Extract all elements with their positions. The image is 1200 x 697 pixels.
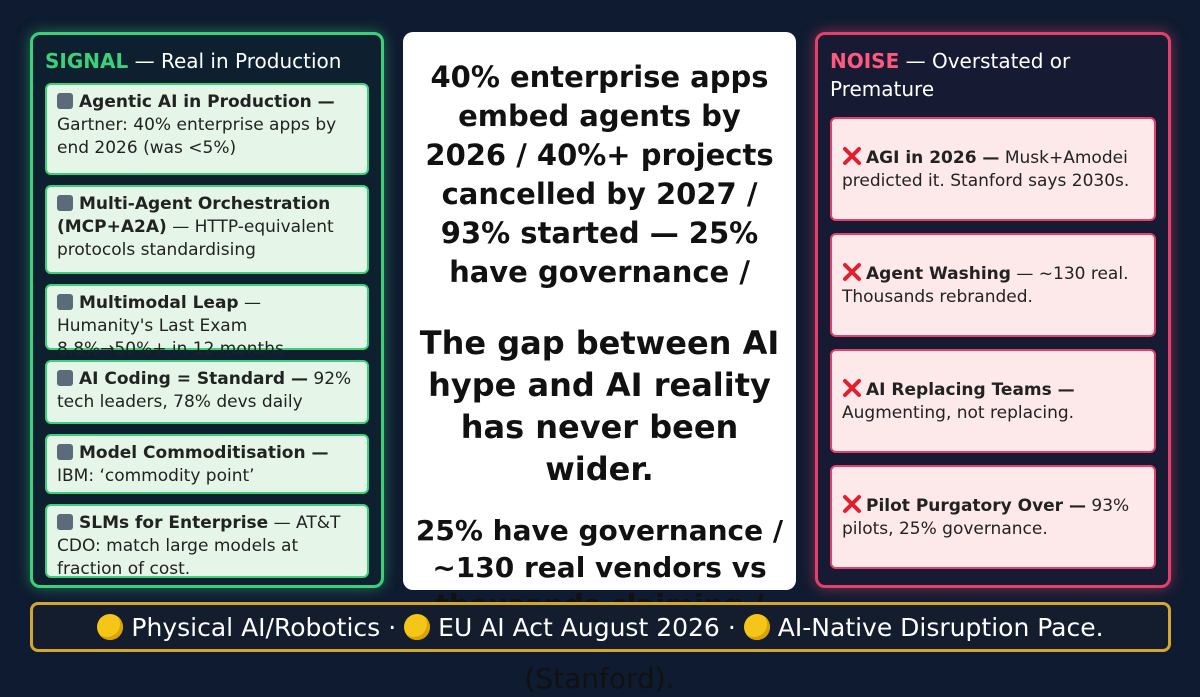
noise-panel: NOISE — Overstated or Premature AGI in 2… — [815, 32, 1171, 588]
signal-panel: SIGNAL — Real in Production Agentic AI i… — [30, 32, 384, 588]
noise-card: Agent Washing — ~130 real. Thousands reb… — [830, 233, 1156, 337]
separator: · — [388, 612, 397, 642]
card-title: AI Replacing Teams — — [866, 379, 1075, 400]
center-panel: 40% enterprise apps embed agents by 2026… — [403, 32, 796, 695]
signal-card: AI Coding = Standard — 92% tech leaders,… — [45, 360, 369, 424]
card-title-row: AGI in 2026 — Musk+Amodei predicted it. … — [842, 146, 1144, 193]
status-dot — [404, 614, 431, 640]
card-icon — [57, 444, 73, 460]
card-detail: — Humanity's Last Exam 8.8%→50%+ in 12 m… — [57, 293, 284, 359]
card-title-row: Agent Washing — ~130 real. Thousands reb… — [842, 262, 1144, 309]
signal-subtitle: — Real in Production — [134, 49, 342, 73]
card-title: AI Coding = Standard — — [79, 369, 308, 389]
card-detail: IBM: ‘commodity point’ — [57, 466, 255, 486]
status-dot — [97, 614, 124, 640]
signal-card: Multi-Agent Orchestration (MCP+A2A) — HT… — [45, 185, 369, 274]
x-icon — [843, 494, 861, 513]
noise-card: AI Replacing Teams — Augmenting, not rep… — [830, 349, 1156, 453]
signal-card: Multimodal Leap — Humanity's Last Exam 8… — [45, 284, 369, 359]
card-title-row: AI Replacing Teams — Augmenting, not rep… — [842, 378, 1144, 425]
signal-cards: Agentic AI in Production — Gartner: 40% … — [33, 83, 381, 579]
x-icon — [843, 262, 861, 281]
signal-header: SIGNAL — Real in Production — [33, 35, 381, 83]
statement: The gap between AI hype and AI reality h… — [419, 324, 780, 488]
footer-item: EU AI Act August 2026 — [438, 612, 720, 642]
card-icon — [57, 514, 73, 530]
status-dot — [743, 614, 770, 640]
card-title: Agent Washing — [866, 263, 1011, 284]
card-detail: — ~130 real. Thousands rebranded. — [842, 263, 1129, 307]
card-icon — [57, 195, 73, 211]
x-icon — [843, 146, 861, 165]
card-detail: Musk+Amodei predicted it. Stanford says … — [842, 147, 1130, 191]
card-title: Model Commoditisation — — [79, 443, 329, 463]
card-detail: Augmenting, not replacing. — [842, 402, 1075, 423]
page: SIGNAL — Real in Production Agentic AI i… — [30, 32, 1171, 695]
headline: 40% enterprise apps embed agents by 2026… — [425, 60, 774, 289]
card-detail: 92% tech leaders, 78% devs daily — [57, 369, 352, 412]
signal-card: Agentic AI in Production — Gartner: 40% … — [45, 83, 369, 175]
card-icon — [57, 370, 73, 386]
card-detail: 93% pilots, 25% governance. — [842, 495, 1130, 539]
x-icon — [843, 378, 861, 397]
noise-cards: AGI in 2026 — Musk+Amodei predicted it. … — [818, 117, 1168, 569]
card-title: Agentic AI in Production — — [79, 92, 335, 112]
card-icon — [57, 294, 73, 310]
noise-subtitle: — Overstated or Premature — [830, 49, 1071, 101]
signal-card: SLMs for Enterprise — AT&T CDO: match la… — [45, 504, 369, 579]
card-detail: — HTTP-equivalent protocols standardisin… — [57, 217, 334, 260]
noise-card: Pilot Purgatory Over — 93% pilots, 25% g… — [830, 465, 1156, 569]
card-title-row: Pilot Purgatory Over — 93% pilots, 25% g… — [842, 494, 1144, 541]
card-title: Multi-Agent Orchestration (MCP+A2A) — [57, 194, 331, 237]
card-title: Pilot Purgatory Over — — [866, 495, 1086, 516]
separator: · — [727, 612, 736, 642]
card-icon — [57, 93, 73, 109]
card-title: SLMs for Enterprise — [79, 513, 269, 533]
card-detail: Gartner: 40% enterprise apps by end 2026… — [57, 115, 337, 158]
noise-card: AGI in 2026 — Musk+Amodei predicted it. … — [830, 117, 1156, 221]
card-title: AGI in 2026 — — [866, 147, 1000, 168]
summary-source: (Stanford). — [524, 662, 675, 695]
card-detail: — AT&T CDO: match large models at fracti… — [57, 513, 341, 579]
noise-header: NOISE — Overstated or Premature — [818, 35, 1168, 111]
footer-item: AI-Native Disruption Pace. — [777, 612, 1104, 642]
noise-label: NOISE — [830, 49, 900, 73]
card-title: Multimodal Leap — [79, 293, 239, 313]
footer-bar: Physical AI/Robotics · EU AI Act August 20… — [30, 602, 1171, 652]
footer-item: Physical AI/Robotics — [131, 612, 381, 642]
signal-card: Model Commoditisation — IBM: ‘commodity … — [45, 434, 369, 494]
signal-label: SIGNAL — [45, 49, 129, 73]
